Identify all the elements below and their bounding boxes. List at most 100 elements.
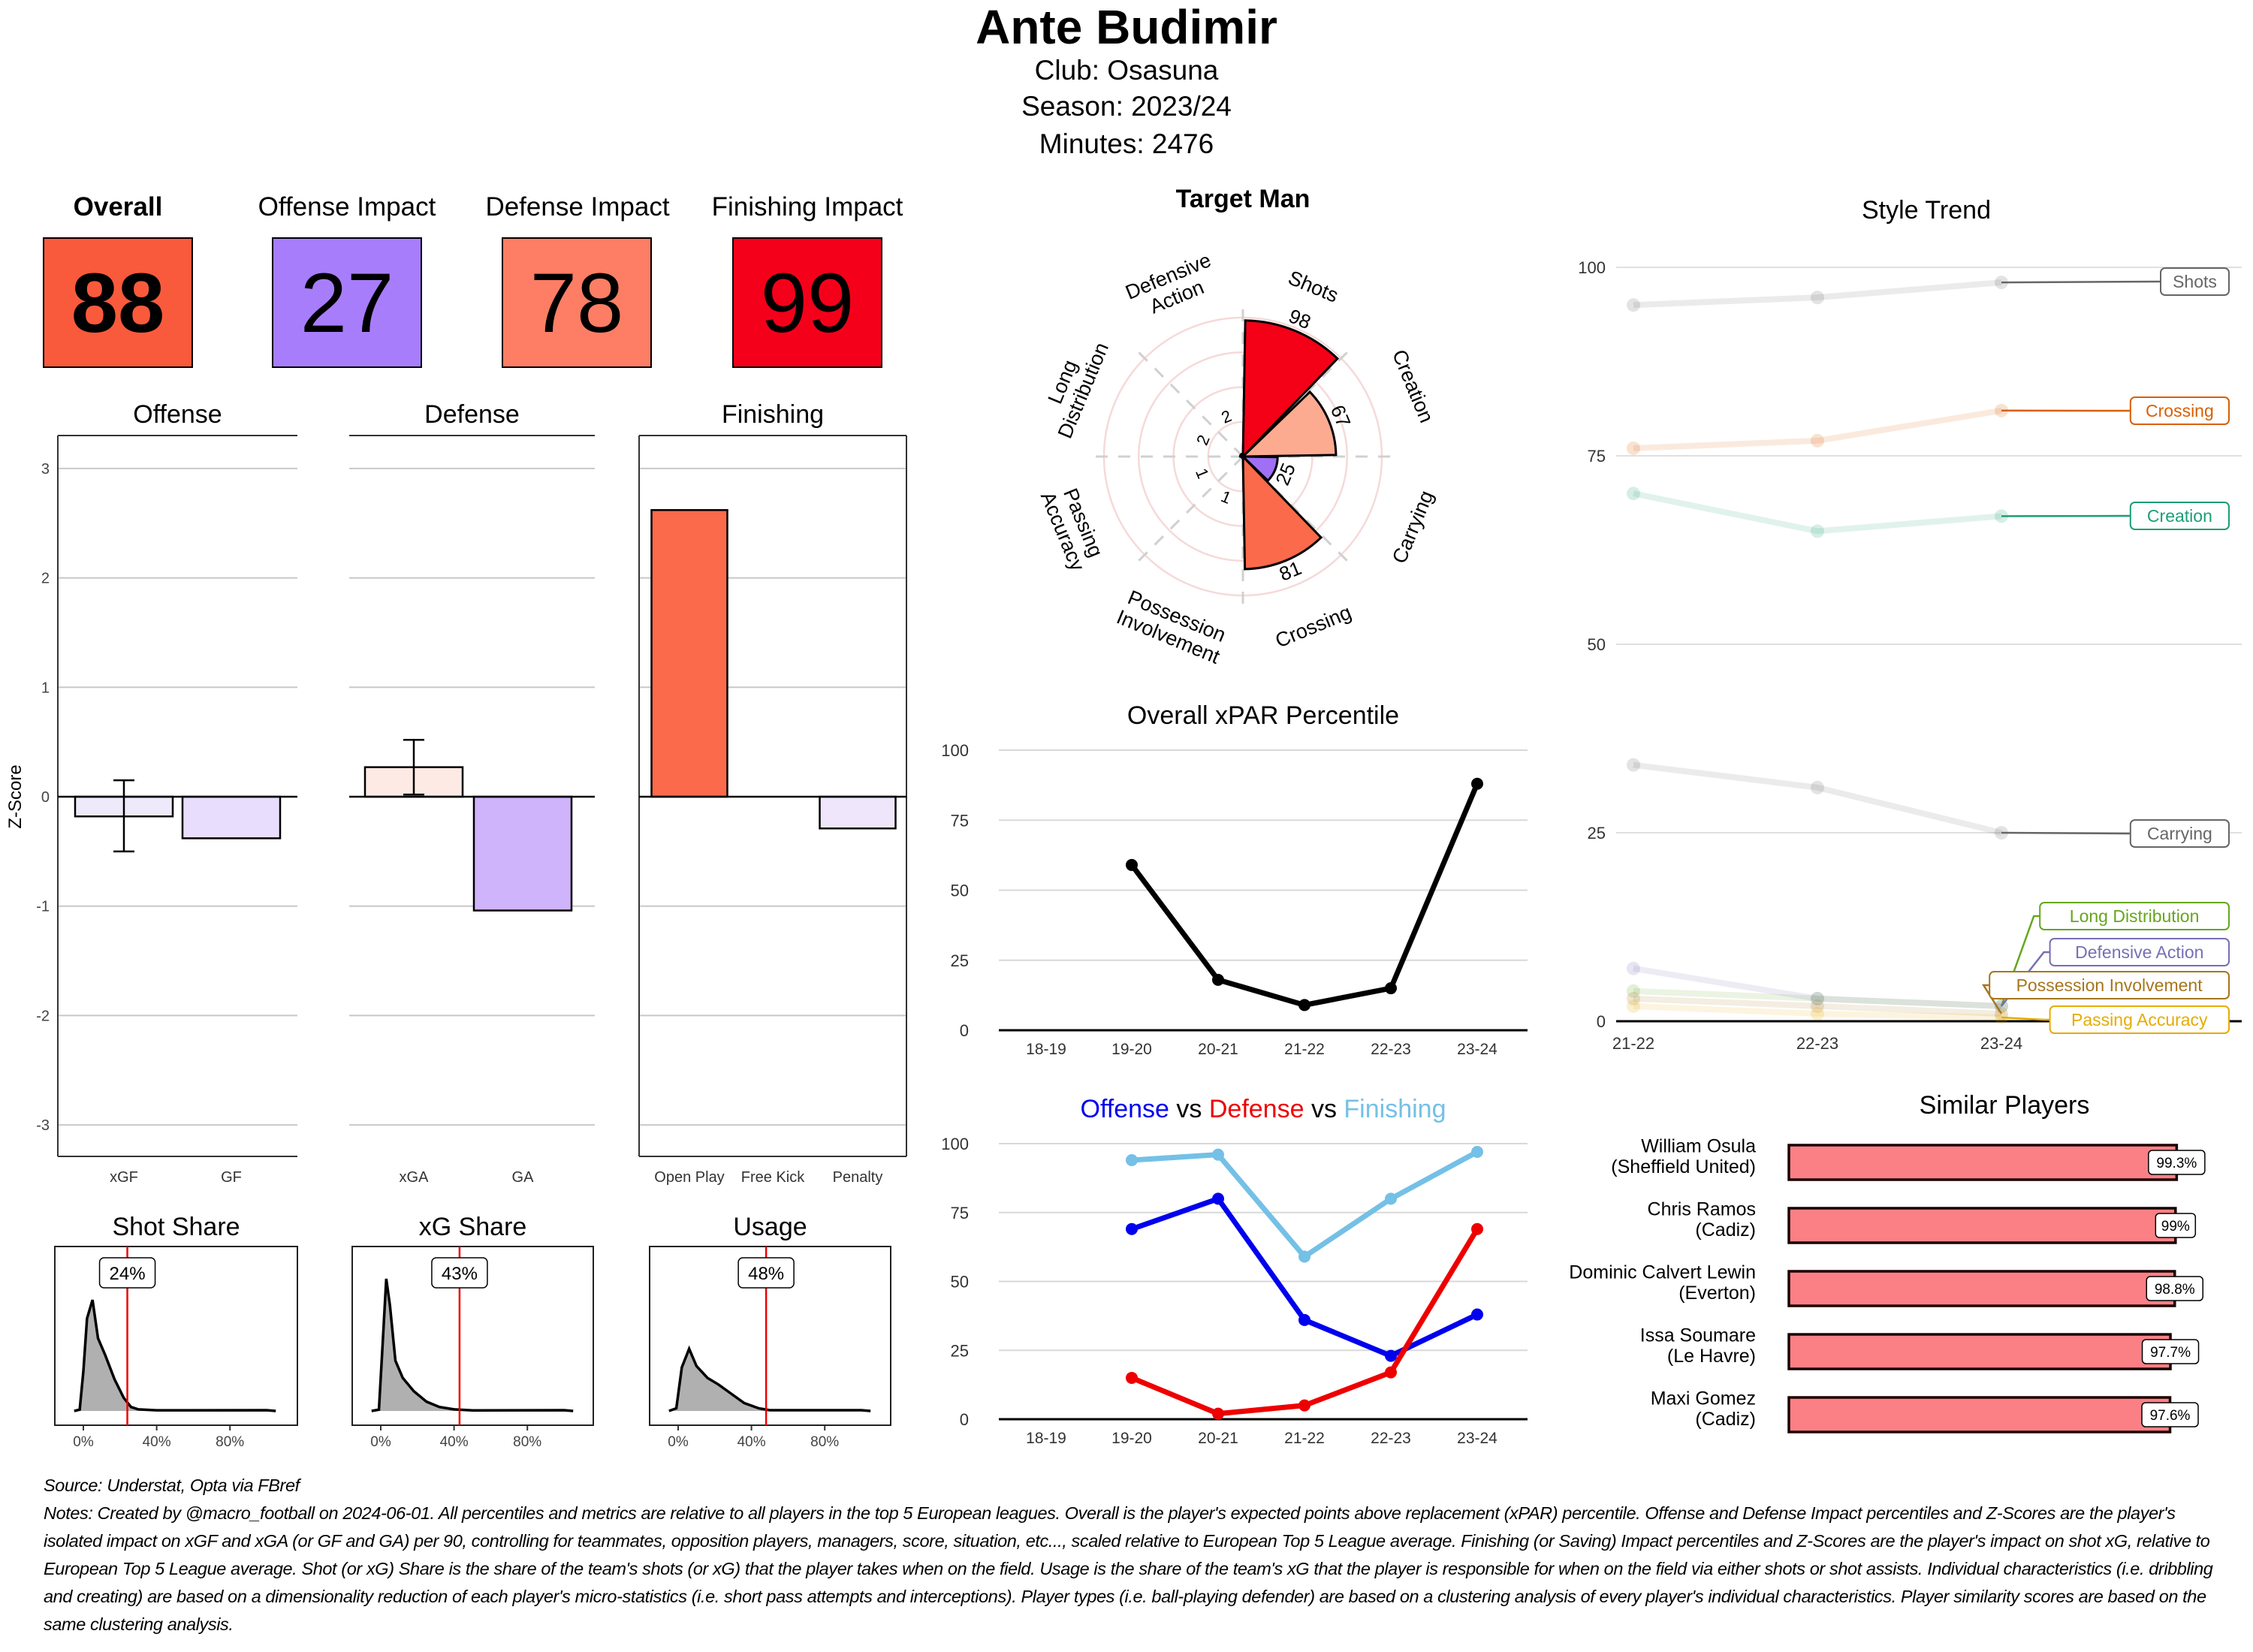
similarity-value: 99.3% (2156, 1156, 2197, 1171)
series-line-overall (1130, 782, 1480, 1008)
y-tick-label: 25 (951, 1341, 969, 1360)
x-tick-label: 40% (440, 1434, 469, 1450)
y-tick-label: 0 (960, 1021, 969, 1040)
y-tick-label: 75 (1588, 447, 1606, 466)
similarity-label-box (2148, 1150, 2206, 1175)
polar-value-label: 2 (1219, 406, 1235, 427)
x-tick-label: 22-23 (1371, 1430, 1411, 1447)
x-tick-label: GA (512, 1169, 535, 1186)
panel-frame (351, 1246, 594, 1426)
density-area (371, 1279, 574, 1411)
zscore-panel-finishing: Finishing Open Play Free Kick Penalty (638, 400, 907, 1186)
y-tick-label: 0 (1597, 1012, 1606, 1031)
series-trend-line (1633, 1002, 2002, 1020)
data-point (1811, 999, 1824, 1013)
x-tick-label: 20-21 (1198, 1041, 1238, 1058)
y-tick-label: 25 (951, 951, 969, 970)
x-tick-label: 21-22 (1612, 1034, 1654, 1053)
density-panel-0: Shot Share 24% 0% 40% 80% (54, 1213, 298, 1450)
x-tick-label: xGA (400, 1169, 430, 1186)
data-point (1471, 1146, 1483, 1159)
density-line (668, 1345, 871, 1412)
chart-title: Overall xPAR Percentile (1127, 701, 1399, 730)
y-tick-label: 100 (941, 1135, 969, 1153)
polar-category-label: Creation (1388, 346, 1438, 426)
polar-value-label: 2 (1193, 433, 1214, 448)
polar-value-label: 1 (1218, 487, 1234, 508)
series-label-box (2129, 396, 2230, 425)
x-tick-label: 22-23 (1371, 1041, 1411, 1058)
chart-title: Target Man (1176, 185, 1310, 213)
title-part: vs (1304, 1095, 1344, 1123)
data-point (1385, 1192, 1397, 1205)
y-tick-label: 50 (1588, 635, 1606, 654)
offense-impact-value: 27 (272, 237, 422, 368)
series-trend-line (1633, 407, 2002, 451)
player-name: William Osula (Sheffield United) (1611, 1135, 1756, 1177)
panel-title: Offense (133, 400, 222, 429)
data-point (1212, 1192, 1224, 1205)
panel-frame (649, 1246, 891, 1426)
data-point (1298, 1399, 1310, 1412)
marker-label: 48% (748, 1264, 784, 1284)
series-label-box (2129, 502, 2230, 530)
x-tick-label: 0% (668, 1434, 689, 1450)
polar-bar-3 (1241, 454, 1323, 571)
x-tick-label: Penalty (833, 1169, 883, 1186)
x-tick-label: 23-24 (1457, 1041, 1497, 1058)
density-line (371, 1278, 574, 1412)
polar-category-label: Crossing (1272, 601, 1355, 652)
player-name-title: Ante Budimir (976, 0, 1277, 54)
series-label-box (2129, 819, 2230, 848)
title-part: Finishing (1344, 1095, 1446, 1123)
series-label: Possession Involvement (2016, 975, 2203, 995)
polar-category-label: Shots (1285, 267, 1341, 307)
data-point (1627, 298, 1640, 312)
data-point (1126, 1371, 1138, 1384)
data-point (1385, 1366, 1397, 1379)
similarity-bar (1787, 1144, 2179, 1181)
series-label: Shots (2173, 272, 2217, 291)
data-point (1811, 991, 1824, 1005)
offense-impact-label: Offense Impact (258, 192, 436, 222)
finishing-impact-label: Finishing Impact (711, 192, 903, 222)
bar-open-play (650, 509, 728, 798)
panel-frame (54, 1246, 298, 1426)
x-tick-label: 40% (143, 1434, 171, 1450)
finishing-impact-value: 99 (732, 237, 882, 368)
density-line (74, 1299, 276, 1412)
series-label: Defensive Action (2075, 942, 2203, 962)
panel-title: Usage (733, 1213, 807, 1241)
x-tick-label: 40% (737, 1434, 766, 1450)
y-tick-label: 1 (41, 680, 50, 696)
x-tick-label: xGF (110, 1169, 138, 1186)
series-label: Crossing (2146, 401, 2214, 421)
polar-category-label: PossessionInvolvement (1114, 585, 1232, 668)
player-name: Maxi Gomez (Cadiz) (1651, 1388, 1756, 1430)
y-tick-label: 0 (41, 789, 50, 806)
similarity-value: 98.8% (2155, 1282, 2195, 1298)
footer: Source: Understat, Opta via FBref Notes:… (44, 1472, 2229, 1638)
x-tick-label: 80% (216, 1434, 244, 1450)
data-point (1811, 291, 1824, 305)
data-point (1627, 961, 1640, 975)
title-part: Offense (1081, 1095, 1169, 1123)
polar-bar-7 (1239, 452, 1244, 460)
player-name: Issa Soumare (Le Havre) (1640, 1325, 1756, 1367)
density-panel-1: xG Share 43% 0% 40% 80% (351, 1213, 594, 1450)
similarity-label-box (2141, 1339, 2200, 1364)
series-label-box (1989, 971, 2230, 999)
x-tick-label: 23-24 (1457, 1430, 1497, 1447)
label-connector (2001, 831, 2131, 835)
marker-label-box (431, 1257, 488, 1289)
data-point (1811, 524, 1824, 538)
y-axis-title: Z-Score (5, 764, 26, 828)
data-point (1811, 991, 1824, 1005)
series-label-box (2039, 902, 2230, 930)
chart-title: Offense vs Defense vs Finishing (1081, 1095, 1446, 1123)
polar-spoke (1132, 345, 1244, 458)
y-tick-label: 100 (941, 741, 969, 760)
title-part: Defense (1209, 1095, 1304, 1123)
similar-players-chart: Similar Players William Osula (Sheffield U… (1569, 1091, 2206, 1433)
style-trend-chart: Style Trend 0 25 50 75 100 21-22 22-23 23-24 Shot… (1578, 196, 2242, 1053)
